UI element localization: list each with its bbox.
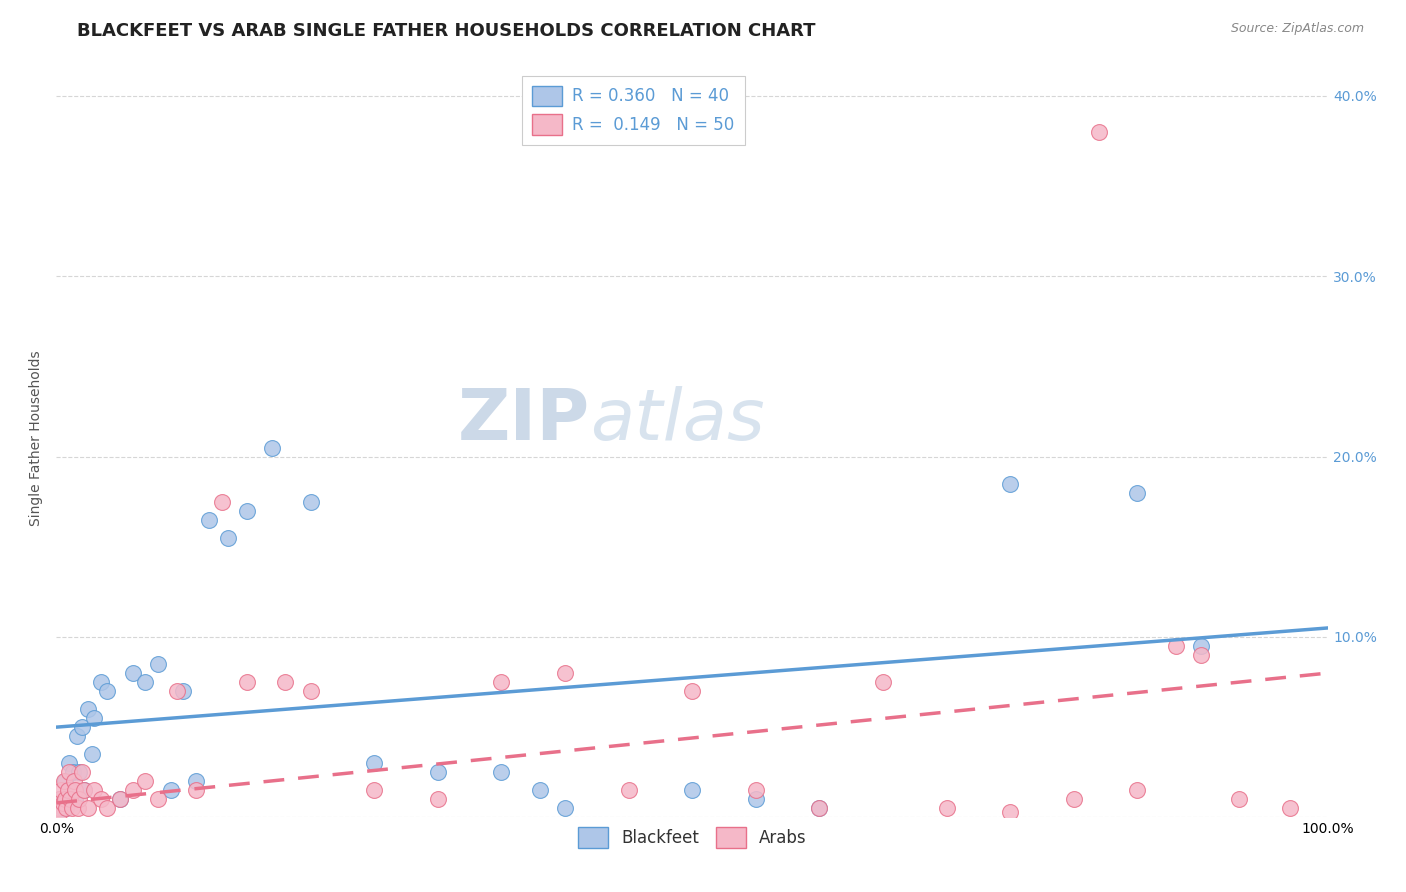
Point: [1088, 125, 1111, 139]
Point: [554, 801, 576, 815]
Point: [63, 774, 86, 789]
Point: [1126, 485, 1149, 500]
Point: [426, 765, 449, 780]
Point: [55, 801, 77, 815]
Point: [1126, 783, 1149, 797]
Point: [745, 792, 768, 806]
Point: [1063, 792, 1085, 806]
Point: [58, 756, 80, 771]
Point: [83, 783, 105, 797]
Point: [1189, 639, 1212, 653]
Point: [77, 702, 100, 716]
Point: [554, 666, 576, 681]
Point: [217, 531, 239, 545]
Point: [491, 675, 513, 690]
Point: [83, 711, 105, 725]
Point: [146, 657, 169, 671]
Point: [90, 675, 112, 690]
Point: [745, 783, 768, 797]
Point: [70, 720, 93, 734]
Point: [262, 441, 284, 455]
Point: [363, 756, 385, 771]
Point: [363, 783, 385, 797]
Point: [159, 783, 181, 797]
Point: [299, 684, 322, 698]
Y-axis label: Single Father Households: Single Father Households: [30, 351, 44, 526]
Point: [49, 805, 72, 819]
Point: [66, 801, 89, 815]
Point: [58, 765, 80, 780]
Point: [808, 801, 831, 815]
Point: [62, 765, 84, 780]
Point: [52, 774, 75, 789]
Point: [53, 774, 76, 789]
Point: [73, 783, 96, 797]
Point: [146, 792, 169, 806]
Point: [1279, 801, 1302, 815]
Point: [73, 783, 96, 797]
Point: [1227, 792, 1250, 806]
Point: [108, 792, 131, 806]
Point: [935, 801, 957, 815]
Point: [65, 792, 87, 806]
Point: [529, 783, 551, 797]
Point: [67, 765, 90, 780]
Point: [65, 729, 87, 743]
Point: [77, 801, 100, 815]
Point: [1189, 648, 1212, 662]
Point: [134, 675, 156, 690]
Point: [274, 675, 297, 690]
Point: [46, 801, 69, 815]
Point: [49, 792, 72, 806]
Text: atlas: atlas: [591, 386, 765, 455]
Point: [48, 792, 70, 806]
Point: [1164, 639, 1187, 653]
Point: [198, 513, 221, 527]
Point: [96, 801, 118, 815]
Point: [236, 675, 259, 690]
Text: ZIP: ZIP: [458, 386, 591, 455]
Point: [236, 503, 259, 517]
Point: [121, 666, 143, 681]
Point: [121, 783, 143, 797]
Point: [59, 783, 82, 797]
Point: [55, 801, 77, 815]
Point: [108, 792, 131, 806]
Point: [67, 792, 90, 806]
Point: [90, 792, 112, 806]
Point: [65, 783, 87, 797]
Point: [52, 796, 75, 810]
Text: BLACKFEET VS ARAB SINGLE FATHER HOUSEHOLDS CORRELATION CHART: BLACKFEET VS ARAB SINGLE FATHER HOUSEHOL…: [77, 22, 815, 40]
Point: [426, 792, 449, 806]
Point: [1000, 476, 1022, 491]
Point: [51, 783, 73, 797]
Point: [60, 801, 83, 815]
Point: [681, 783, 703, 797]
Point: [186, 783, 208, 797]
Point: [299, 494, 322, 508]
Point: [172, 684, 194, 698]
Point: [186, 774, 208, 789]
Point: [491, 765, 513, 780]
Point: [134, 774, 156, 789]
Point: [80, 747, 103, 762]
Point: [681, 684, 703, 698]
Point: [59, 792, 82, 806]
Point: [166, 684, 188, 698]
Text: Source: ZipAtlas.com: Source: ZipAtlas.com: [1230, 22, 1364, 36]
Point: [808, 801, 831, 815]
Point: [70, 765, 93, 780]
Legend: Blackfeet, Arabs: Blackfeet, Arabs: [571, 821, 813, 855]
Point: [617, 783, 640, 797]
Point: [96, 684, 118, 698]
Point: [1000, 805, 1022, 819]
Point: [52, 801, 75, 815]
Point: [56, 783, 79, 797]
Point: [211, 494, 233, 508]
Point: [53, 792, 76, 806]
Point: [872, 675, 894, 690]
